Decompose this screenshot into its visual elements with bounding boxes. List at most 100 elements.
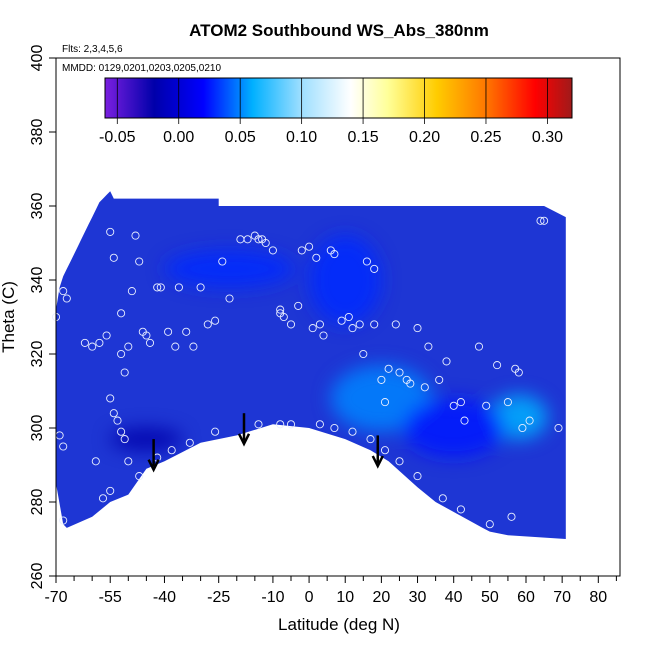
observation-point bbox=[120, 368, 129, 377]
observation-point bbox=[377, 375, 386, 384]
x-tick-label: -55 bbox=[99, 589, 122, 606]
observation-point bbox=[554, 423, 563, 433]
observation-point bbox=[384, 364, 393, 373]
x-axis-label: Latitude (deg N) bbox=[278, 615, 400, 634]
observation-point bbox=[59, 287, 68, 296]
observation-point bbox=[113, 416, 122, 425]
observation-point bbox=[124, 457, 133, 466]
observation-point bbox=[106, 486, 115, 495]
arrow-head bbox=[147, 459, 160, 473]
heatmap-highlight bbox=[164, 250, 295, 288]
observation-point bbox=[330, 423, 339, 433]
y-tick-label: 260 bbox=[29, 563, 46, 590]
observation-point bbox=[182, 327, 191, 336]
observation-point bbox=[286, 420, 296, 429]
arrow-head bbox=[237, 433, 251, 447]
colorbar-tick-label: 0.15 bbox=[348, 129, 379, 146]
observation-point bbox=[80, 338, 89, 347]
colorbar-tick-label: -0.05 bbox=[99, 129, 136, 146]
observation-point bbox=[315, 320, 324, 329]
observation-point bbox=[485, 520, 494, 529]
observation-point bbox=[456, 505, 465, 514]
observation-point bbox=[525, 416, 534, 425]
observation-point bbox=[435, 375, 444, 384]
observation-point bbox=[117, 309, 126, 318]
x-tick-label: 40 bbox=[445, 589, 463, 606]
observation-point bbox=[536, 216, 545, 225]
observation-point bbox=[442, 357, 451, 366]
observation-point bbox=[474, 342, 484, 351]
tropopause-arrow bbox=[371, 435, 384, 469]
observation-point bbox=[167, 446, 176, 455]
observation-point bbox=[370, 264, 379, 273]
observation-point bbox=[362, 257, 371, 266]
observation-point bbox=[279, 312, 288, 322]
observation-point bbox=[507, 512, 516, 521]
x-tick-label: 10 bbox=[336, 589, 354, 606]
observation-point bbox=[95, 338, 104, 347]
heatmap-highlight bbox=[403, 398, 505, 458]
observation-point bbox=[308, 324, 317, 333]
observation-point bbox=[380, 398, 390, 407]
x-tick-label: 60 bbox=[517, 589, 535, 606]
observation-point bbox=[460, 416, 469, 425]
arrow-head bbox=[371, 455, 384, 469]
x-tick-label: 0 bbox=[305, 589, 314, 606]
colorbar-gradient bbox=[104, 77, 573, 119]
observation-point bbox=[88, 342, 97, 351]
observation-point bbox=[540, 216, 549, 225]
observation-point bbox=[359, 349, 368, 359]
observation-point bbox=[337, 316, 346, 325]
observation-point bbox=[438, 494, 447, 503]
observation-point bbox=[145, 338, 155, 347]
observation-point bbox=[305, 242, 314, 251]
observation-point bbox=[98, 494, 108, 503]
observation-point bbox=[514, 368, 523, 377]
observation-point bbox=[276, 420, 285, 429]
observation-point bbox=[185, 438, 194, 447]
observation-point bbox=[102, 331, 111, 340]
x-tick-label: 80 bbox=[589, 589, 607, 606]
tropopause-arrows bbox=[147, 413, 384, 473]
observation-point bbox=[312, 253, 321, 262]
observation-point bbox=[482, 401, 491, 410]
observation-point bbox=[254, 235, 263, 244]
observation-point bbox=[211, 427, 220, 436]
tropopause-arrow bbox=[147, 439, 160, 473]
observation-point bbox=[59, 516, 68, 525]
observation-point bbox=[344, 312, 353, 322]
y-tick-label: 400 bbox=[29, 45, 46, 72]
heatmap-highlight bbox=[330, 365, 432, 432]
observation-point bbox=[413, 324, 422, 333]
x-tick-label: 50 bbox=[481, 589, 499, 606]
observation-point bbox=[355, 320, 364, 329]
observation-point bbox=[131, 231, 140, 240]
x-tick-label: -70 bbox=[44, 589, 67, 606]
observation-point bbox=[174, 283, 183, 292]
observation-point bbox=[456, 398, 465, 407]
observation-point bbox=[106, 227, 115, 236]
observation-point bbox=[420, 383, 429, 392]
observation-point bbox=[297, 246, 306, 255]
x-tick-label: 30 bbox=[409, 589, 427, 606]
observation-point bbox=[380, 446, 390, 455]
observation-point bbox=[203, 320, 212, 329]
y-tick-label: 280 bbox=[29, 489, 46, 516]
observation-point bbox=[424, 342, 433, 351]
observation-point bbox=[268, 246, 277, 255]
colorbar: -0.05 0.00 0.05 0.10 0.15 0.20 0.25 0.30 bbox=[99, 77, 573, 146]
chart-title: ATOM2 Southbound WS_Abs_380nm bbox=[189, 21, 489, 40]
observation-point bbox=[518, 423, 527, 433]
y-tick-label: 360 bbox=[29, 193, 46, 220]
observation-point bbox=[124, 342, 133, 351]
observation-point bbox=[135, 257, 144, 266]
observation-point bbox=[319, 331, 328, 340]
observation-point bbox=[315, 420, 324, 429]
observation-point bbox=[91, 457, 100, 466]
y-axis: 260 280 300 320 340 360 380 400 bbox=[29, 45, 56, 590]
observation-point bbox=[294, 301, 303, 310]
observation-point bbox=[243, 235, 252, 244]
observation-point bbox=[286, 320, 296, 329]
observation-point bbox=[117, 349, 126, 359]
